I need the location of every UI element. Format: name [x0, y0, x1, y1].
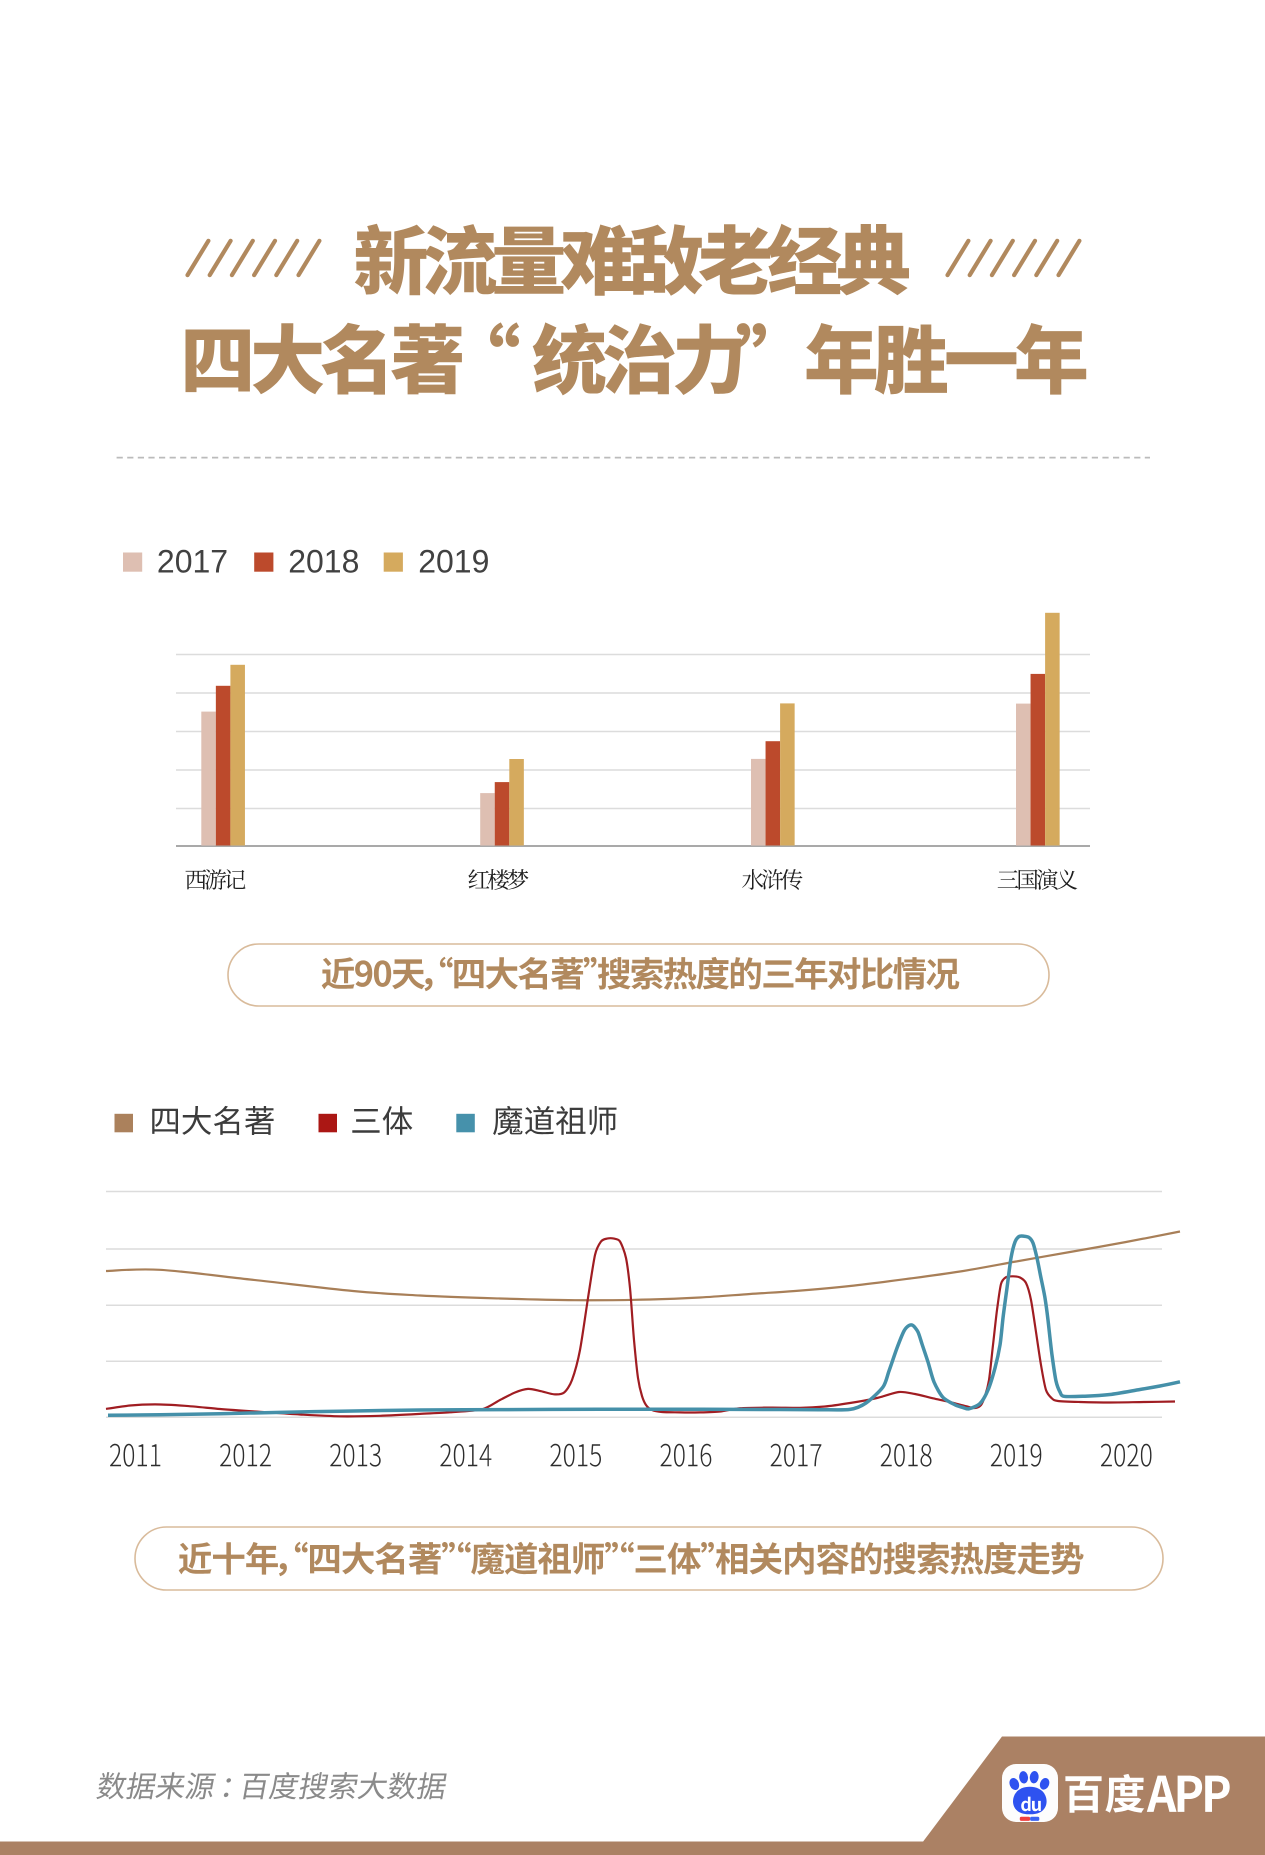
svg-text:2017: 2017 [157, 543, 228, 579]
svg-text:2018: 2018 [288, 543, 359, 579]
svg-text:2019: 2019 [418, 543, 489, 579]
